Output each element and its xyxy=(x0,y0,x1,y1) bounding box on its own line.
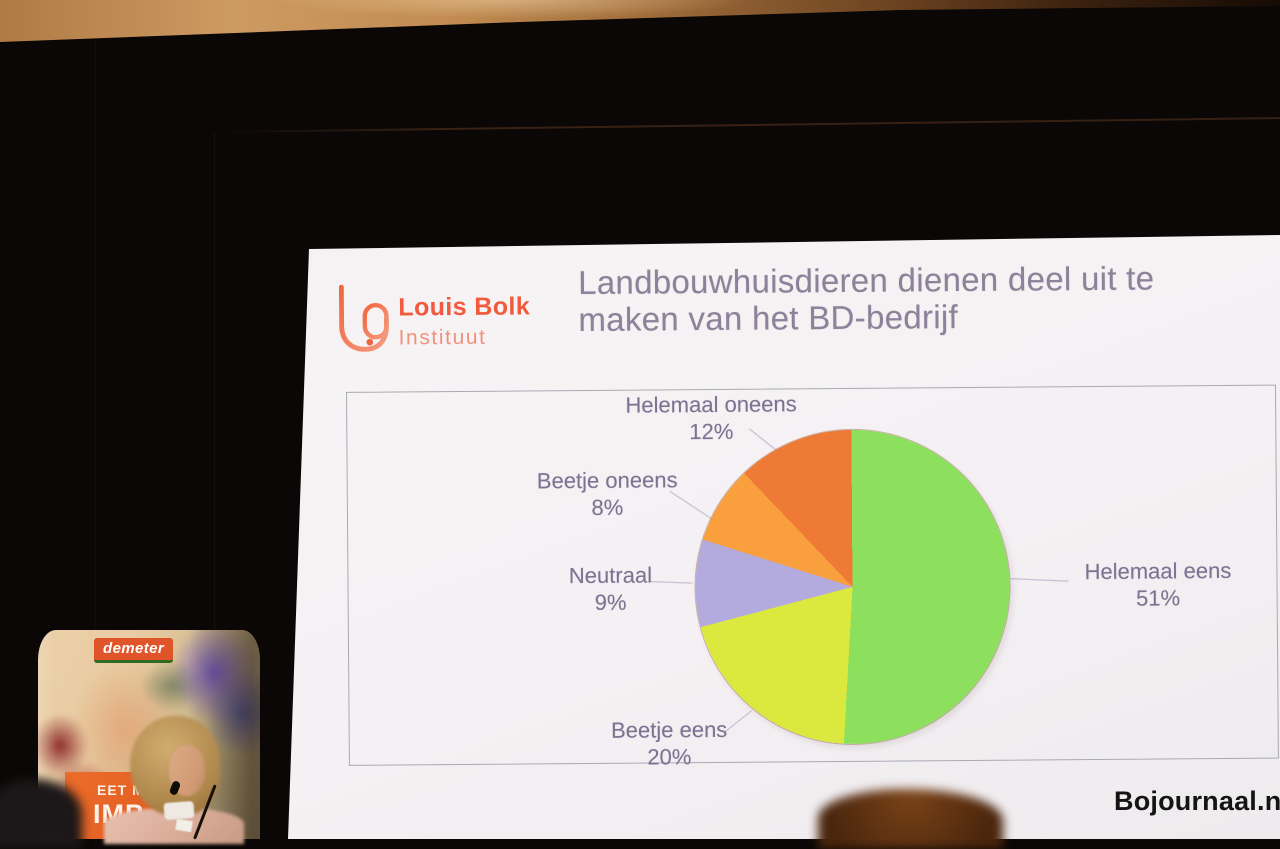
ceiling-wood-beam xyxy=(0,0,1280,42)
callout-label: Beetje eens xyxy=(610,716,728,743)
callout-label: Beetje oneens xyxy=(536,467,678,494)
callout-beetje-eens: Beetje eens 20% xyxy=(572,716,767,772)
demeter-logo: demeter xyxy=(94,638,174,663)
audience-head-silhouette xyxy=(818,789,1003,849)
callout-helemaal-oneens: Helemaal oneens 12% xyxy=(591,390,831,446)
louis-bolk-logo-icon xyxy=(338,284,389,352)
curtain-fold-line xyxy=(95,40,96,810)
callout-percentage: 20% xyxy=(647,744,692,770)
callout-percentage: 9% xyxy=(594,589,627,615)
callout-percentage: 51% xyxy=(1136,585,1181,611)
banner-cta-line1: EET M xyxy=(97,782,145,798)
callout-label: Helemaal oneens xyxy=(625,391,797,418)
screen-frame-edge xyxy=(215,117,1280,133)
callout-label: Helemaal eens xyxy=(1084,557,1232,585)
audience-head-silhouette-left xyxy=(0,779,82,849)
pie-chart xyxy=(694,428,1011,746)
callout-percentage: 12% xyxy=(689,418,734,445)
speaker xyxy=(104,716,252,844)
speaker-name-badge xyxy=(175,818,193,833)
callout-percentage: 8% xyxy=(591,494,624,520)
callout-beetje-oneens: Beetje oneens 8% xyxy=(510,466,705,522)
watermark: Bojournaal.nl xyxy=(1114,786,1280,816)
callout-helemaal-eens: Helemaal eens 51% xyxy=(1055,557,1260,613)
callout-label: Neutraal xyxy=(568,562,653,589)
speaker-collar xyxy=(163,800,195,821)
curtain-fold-line xyxy=(214,132,215,832)
callout-neutraal: Neutraal 9% xyxy=(525,561,695,616)
